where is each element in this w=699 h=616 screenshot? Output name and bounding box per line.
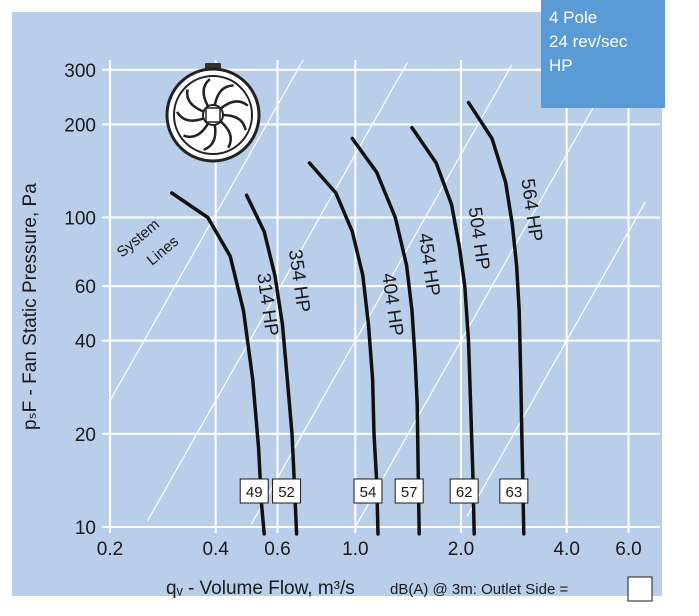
db-box-frame xyxy=(272,478,302,504)
fan-blade xyxy=(219,100,249,111)
y-axis-label: pₛF - Fan Static Pressure, Pa xyxy=(20,183,41,430)
fan-blade xyxy=(213,84,234,107)
system-line-1 xyxy=(466,201,647,517)
chart-panel xyxy=(12,12,662,596)
db-legend-note: dB(A) @ 3m: Outlet Side = xyxy=(390,581,568,598)
axial-fan-icon xyxy=(165,63,261,163)
y-tick-label-300: 300 xyxy=(64,61,96,82)
fan-hub xyxy=(202,104,224,126)
x-axis-label: qᵥ - Volume Flow, m³/s xyxy=(166,578,355,599)
db-legend-swatch xyxy=(627,576,653,602)
pole-count-text: 4 Pole xyxy=(549,8,598,27)
db-box-value: 63 xyxy=(506,484,523,501)
system-line-5 xyxy=(109,59,304,401)
x-tick-label-1.0: 1.0 xyxy=(342,539,368,560)
db-box-frame xyxy=(353,478,383,504)
fan-spec-box: 4 Pole 24 rev/sec HP xyxy=(541,0,665,108)
fan-blade xyxy=(202,78,211,108)
x-tick-label-6.0: 6.0 xyxy=(615,539,641,560)
y-tick-label-200: 200 xyxy=(64,115,96,136)
db-box-value: 52 xyxy=(278,484,295,501)
db-box-4: 57 xyxy=(394,478,424,504)
db-box-value: 57 xyxy=(401,484,418,501)
db-box-value: 62 xyxy=(456,484,473,501)
db-box-5: 62 xyxy=(449,478,479,504)
fan-blade xyxy=(221,113,247,131)
y-tick-label-40: 40 xyxy=(75,332,96,353)
db-box-value: 49 xyxy=(246,484,263,501)
fan-blade xyxy=(176,111,205,122)
db-box-value: 54 xyxy=(360,484,377,501)
performance-curve-6 xyxy=(466,100,526,536)
performance-curve-2 xyxy=(244,193,299,536)
x-tick-label-0.2: 0.2 xyxy=(97,539,123,560)
db-box-3: 54 xyxy=(353,478,383,504)
fan-motor xyxy=(205,107,221,123)
x-tick-label-0.6: 0.6 xyxy=(264,539,290,560)
db-box-6: 63 xyxy=(499,478,529,504)
db-box-frame xyxy=(499,478,529,504)
x-tick-label-0.4: 0.4 xyxy=(202,539,229,560)
system-line-3 xyxy=(250,64,513,525)
db-rating-boxes: 49 52 54 57 62 63 xyxy=(239,478,529,504)
performance-curve-5 xyxy=(410,125,476,536)
performance-curve-3 xyxy=(307,161,380,536)
power-unit-text: HP xyxy=(549,56,573,75)
fan-blade xyxy=(183,122,210,139)
y-tick-label-10: 10 xyxy=(75,518,96,539)
y-tick-label-20: 20 xyxy=(75,425,96,446)
rev-speed-text: 24 rev/sec xyxy=(549,32,628,51)
grid-lines xyxy=(102,60,660,533)
system-line-2 xyxy=(354,67,617,528)
db-box-frame xyxy=(449,478,479,504)
x-tick-label-4.0: 4.0 xyxy=(553,539,579,560)
db-box-2: 52 xyxy=(272,478,302,504)
db-box-frame xyxy=(239,478,269,504)
y-tick-label-100: 100 xyxy=(64,208,96,229)
fan-blade xyxy=(185,89,205,114)
fan-blade xyxy=(219,119,232,149)
axis-tick-labels: 10 20 40 60 100 200 300 0.2 0.4 0.6 1.0 2.0 4.0 6.0 xyxy=(64,61,641,560)
db-box-frame xyxy=(394,478,424,504)
x-tick-label-2.0: 2.0 xyxy=(448,539,474,560)
performance-curve-4 xyxy=(350,136,421,536)
y-tick-label-60: 60 xyxy=(75,277,96,298)
fan-blade xyxy=(203,123,217,151)
db-box-1: 49 xyxy=(239,478,269,504)
